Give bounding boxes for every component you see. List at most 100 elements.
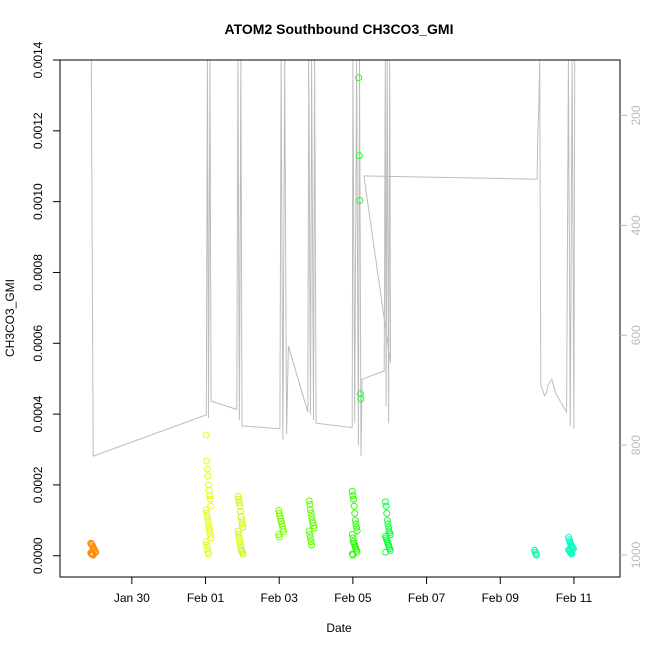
x-tick-label: Feb 09 [482,591,520,605]
data-point [567,549,575,557]
data-point [206,527,214,535]
data-point [237,541,244,549]
x-axis: Jan 30 Feb 01 Feb 03 Feb 05 Feb 07 Feb 09 Feb … [114,577,593,605]
data-point [203,465,211,473]
data-point [307,509,315,517]
data-point [202,538,210,546]
y-tick-label: 0.0000 [31,537,45,574]
data-points [87,74,577,559]
right-axis: 200 400 600 800 1000 [620,105,643,568]
pressure-track-line [90,59,576,457]
data-point [205,523,213,531]
right-tick-label: 200 [629,105,643,125]
data-point [307,538,315,546]
data-point [207,534,215,542]
data-point [383,516,391,524]
data-point [306,534,314,542]
data-point [204,516,212,524]
y-tick-label: 0.0012 [31,112,45,149]
data-point [205,520,212,528]
data-point [239,523,247,531]
data-point [207,502,215,510]
x-axis-label: Date [326,621,352,635]
data-point [206,495,214,503]
data-point [351,516,359,524]
data-point [305,527,313,535]
data-point [385,523,392,531]
data-point [87,550,95,558]
data-point [277,517,285,525]
data-point [384,520,392,528]
data-point [206,531,214,538]
data-point [203,541,211,549]
data-point [202,506,210,514]
data-point [205,550,212,558]
data-point [234,492,242,500]
right-tick-label: 800 [629,435,643,455]
data-point [355,152,363,160]
data-point [349,492,357,500]
data-point [234,527,242,535]
data-point [386,531,394,538]
data-point [236,538,244,546]
data-point [356,197,364,205]
data-point [275,533,283,541]
data-point [306,500,314,508]
y-tick-label: 0.0006 [31,325,45,362]
data-point [348,487,356,495]
plot-frame [59,59,621,578]
x-tick-label: Feb 03 [261,591,299,605]
data-point [203,457,211,465]
data-point [382,498,389,506]
data-point [356,390,364,398]
y-axis: 0.0000 0.0002 0.0004 0.0006 0.0008 0.0010 0.00… [31,41,60,574]
data-point [206,492,214,500]
data-point [238,516,246,524]
data-point [203,509,211,517]
pressure-track [90,59,576,457]
right-tick-label: 400 [629,215,643,235]
data-point [203,545,211,553]
data-point [382,548,389,556]
data-point [352,520,360,528]
data-point [235,495,243,503]
data-point [235,531,243,538]
data-point [205,481,212,489]
data-point [237,513,245,521]
data-point [275,509,283,517]
y-tick-label: 0.0014 [31,41,45,78]
data-point [533,551,540,559]
data-point [382,502,390,510]
right-tick-label: 1000 [629,541,643,568]
data-point [236,502,244,510]
y-tick-label: 0.0004 [31,395,45,432]
data-point [306,531,314,538]
x-tick-label: Jan 30 [114,591,150,605]
data-point [386,546,394,554]
data-point [305,497,313,505]
chart-title: ATOM2 Southbound CH3CO3_GMI [225,21,454,37]
data-point [237,508,244,515]
x-tick-label: Feb 07 [408,591,446,605]
data-point [278,522,286,530]
data-point [383,509,391,517]
y-axis-label: CH3CO3_GMI [3,279,17,357]
y-tick-label: 0.0002 [31,466,45,503]
data-point [308,541,316,549]
x-tick-label: Feb 11 [556,591,593,605]
data-point [239,550,247,558]
y-tick-label: 0.0008 [31,254,45,291]
data-point [235,499,243,507]
data-point [350,502,358,510]
data-point [349,551,357,559]
data-point [205,486,213,494]
data-point [204,472,212,480]
data-point [306,506,314,514]
data-point [357,395,365,403]
data-point [355,74,363,82]
data-point [350,495,357,503]
x-tick-label: Feb 01 [187,591,225,605]
data-point [203,513,211,521]
data-point [235,534,243,542]
